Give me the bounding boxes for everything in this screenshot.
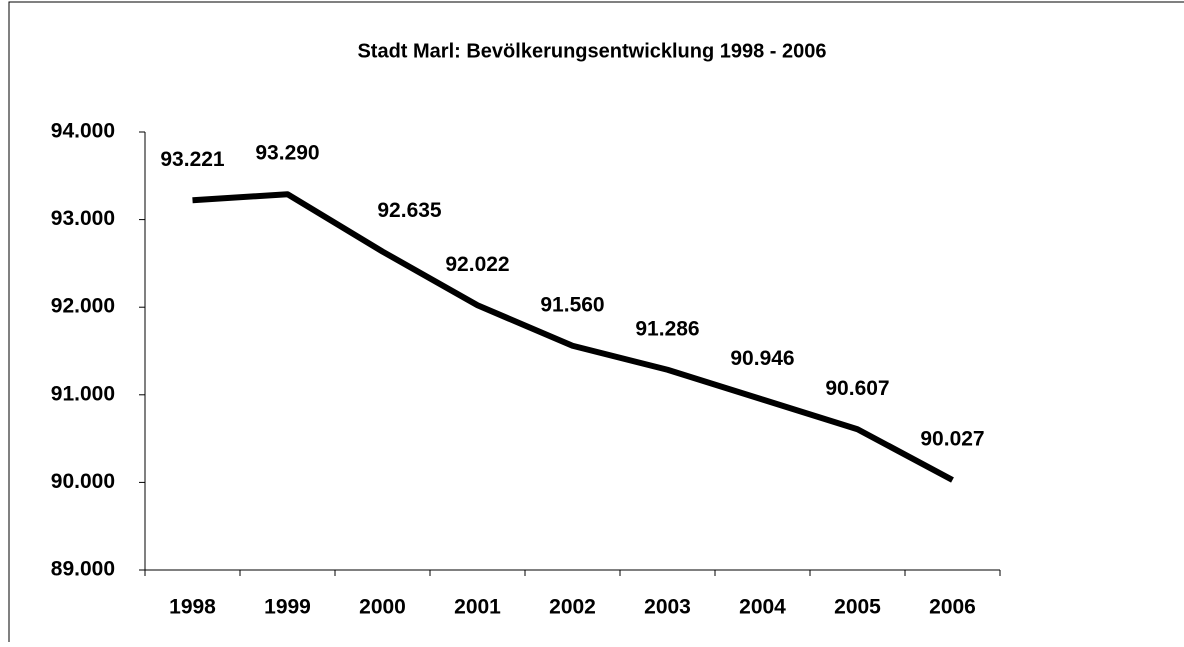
x-tick-label: 2001 bbox=[454, 596, 501, 619]
y-tick-label: 94.000 bbox=[51, 120, 115, 143]
x-tick-label: 2000 bbox=[359, 596, 406, 619]
y-tick-label: 90.000 bbox=[51, 470, 115, 493]
data-label: 90.946 bbox=[730, 347, 794, 370]
x-tick-label: 2005 bbox=[834, 596, 881, 619]
y-tick-label: 92.000 bbox=[51, 295, 115, 318]
data-label: 93.290 bbox=[255, 142, 319, 165]
line bbox=[192, 191, 954, 483]
y-tick-label: 89.000 bbox=[51, 558, 115, 581]
x-tick-label: 2003 bbox=[644, 596, 691, 619]
data-label: 90.607 bbox=[825, 377, 889, 400]
data-label: 92.635 bbox=[377, 199, 442, 222]
x-tick-label: 1998 bbox=[169, 596, 216, 619]
chart-frame bbox=[8, 1, 1184, 647]
data-label: 91.560 bbox=[540, 293, 604, 316]
data-label: 92.022 bbox=[445, 253, 509, 276]
x-tick-label: 2004 bbox=[739, 596, 786, 619]
y-tick-label: 91.000 bbox=[51, 382, 115, 405]
x-tick-label: 1999 bbox=[264, 596, 311, 619]
data-label: 91.286 bbox=[635, 317, 699, 340]
data-label: 90.027 bbox=[920, 428, 984, 451]
data-label: 93.221 bbox=[160, 148, 225, 171]
chart-title: Stadt Marl: Bevölkerungsentwicklung 1998… bbox=[357, 40, 826, 62]
y-tick-label: 93.000 bbox=[51, 207, 115, 230]
x-tick-label: 2006 bbox=[929, 596, 976, 619]
x-tick-label: 2002 bbox=[549, 596, 596, 619]
